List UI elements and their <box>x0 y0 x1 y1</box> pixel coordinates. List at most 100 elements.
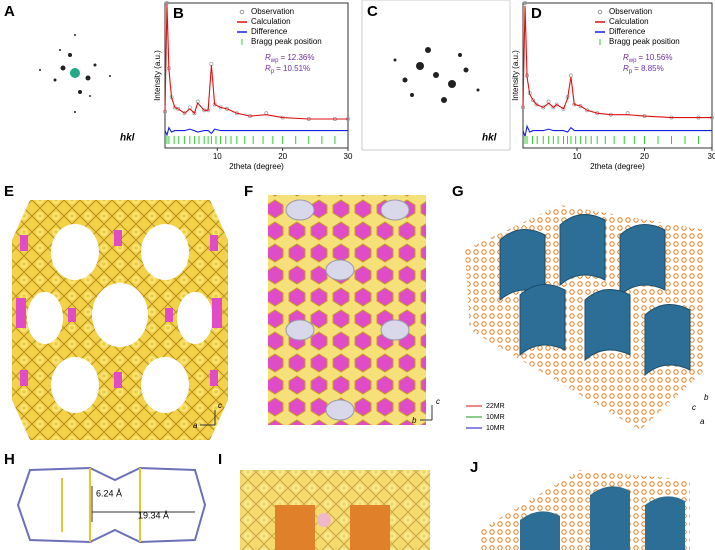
index-label: hkl <box>482 133 497 144</box>
stat-value: = 10.56% <box>638 53 672 62</box>
fit-statistic: Rwp = 10.56% <box>623 53 672 63</box>
observation-point <box>568 73 573 78</box>
legend-swatch <box>597 9 603 15</box>
y-axis-label: Intensity (a.u.) <box>511 50 520 101</box>
legend: 22MR 10MR 10MR <box>466 403 505 432</box>
stat-value: = 12.36% <box>280 53 314 62</box>
stat-value: = 8.85% <box>634 64 664 73</box>
panel-label: E <box>4 183 14 200</box>
panel-frame <box>361 0 511 151</box>
x-tick-label: 10 <box>573 152 582 161</box>
xrd-chart: D 10 20 30 2theta (degree) Intensity (a.u.) Ob… <box>511 1 715 171</box>
ring-bonds <box>61 468 141 542</box>
axis-label: c <box>692 403 696 412</box>
panel-label: A <box>4 3 15 20</box>
panel-h: H 6.24 Å 19.34 Å <box>4 451 207 544</box>
panel-e: E c a <box>4 183 228 440</box>
axis-label: c <box>436 397 440 406</box>
observation-point <box>541 105 546 110</box>
fragment <box>275 505 315 550</box>
diffraction-pattern <box>393 47 480 103</box>
panel-label: G <box>452 183 464 200</box>
fragment <box>350 505 390 550</box>
legend-label: Calculation <box>251 17 291 26</box>
panel-a: A hkl <box>4 3 135 144</box>
panel-j: J <box>470 459 690 550</box>
legend-label: 10MR <box>486 414 505 421</box>
x-tick-label: 20 <box>640 152 649 161</box>
panel-c: C hkl <box>361 0 511 151</box>
panel-i: I <box>218 451 430 550</box>
axis-label: b <box>412 416 417 425</box>
stat-symbol: R <box>265 64 271 73</box>
stat-symbol: R <box>623 53 629 62</box>
legend-label: 22MR <box>486 403 505 410</box>
dimension-label: 6.24 Å <box>96 488 122 498</box>
index-label: hkl <box>120 133 135 144</box>
ring <box>16 466 207 544</box>
calculation-line <box>522 5 712 119</box>
x-axis-label: 2theta (degree) <box>590 162 645 171</box>
stat-symbol: R <box>265 53 271 62</box>
legend-label: Observation <box>609 7 652 16</box>
plot-frame <box>164 2 349 149</box>
panel-label: C <box>367 3 378 20</box>
x-tick-label: 20 <box>278 152 287 161</box>
calculation-line <box>164 4 348 120</box>
x-tick-label: 30 <box>708 152 715 161</box>
fit-statistic: Rwp = 12.36% <box>265 53 314 63</box>
axis-label: a <box>193 421 198 430</box>
observation-point <box>531 98 536 103</box>
legend-label: Bragg peak position <box>251 37 322 46</box>
legend-label: 10MR <box>486 425 505 432</box>
observation-point <box>534 102 539 107</box>
stat-value: = 10.51% <box>276 64 310 73</box>
observation-point <box>182 111 187 116</box>
fit-statistic: Rp = 10.51% <box>265 64 310 74</box>
legend-label: Calculation <box>609 17 649 26</box>
observation-point <box>561 106 566 111</box>
observation-point <box>176 106 181 111</box>
y-axis-label: Intensity (a.u.) <box>153 50 162 101</box>
molecule <box>317 513 331 527</box>
observation-point <box>523 1 527 5</box>
plot-frame <box>522 2 713 149</box>
fit-statistic: Rp = 8.85% <box>623 64 664 74</box>
framework <box>268 195 426 425</box>
x-tick-label: 30 <box>344 152 353 161</box>
legend-label: Observation <box>251 7 294 16</box>
panel-label: H <box>4 451 15 468</box>
stat-subscript: wp <box>628 58 637 64</box>
x-axis-label: 2theta (degree) <box>229 162 284 171</box>
axis-label: b <box>704 393 709 402</box>
axis-label: a <box>700 417 705 426</box>
xrd-chart: B 10 20 30 2theta (degree) Intensity (a.u.) Ob… <box>153 1 353 171</box>
difference-line <box>164 126 348 137</box>
legend-label: Bragg peak position <box>609 37 680 46</box>
panel-label: F <box>244 183 253 200</box>
legend-label: Difference <box>251 27 288 36</box>
framework <box>240 470 430 550</box>
channels <box>520 486 685 550</box>
axes-icon <box>420 405 433 421</box>
observation-point <box>554 102 559 107</box>
panel-label: I <box>218 451 222 468</box>
cages <box>285 199 410 421</box>
dimension-label: 19.34 Å <box>138 510 169 520</box>
diffraction-pattern <box>39 34 111 113</box>
axis-label: c <box>218 401 222 410</box>
x-tick-label: 10 <box>213 152 222 161</box>
pores <box>27 224 213 413</box>
stat-subscript: wp <box>270 58 279 64</box>
legend-label: Difference <box>609 27 646 36</box>
channels <box>16 230 222 388</box>
panel-g: G 22MR 10MR 10MR b c a <box>452 183 709 432</box>
stat-subscript: p <box>271 69 275 75</box>
stat-subscript: p <box>629 69 633 75</box>
observation-point <box>209 61 214 66</box>
observation-point <box>551 105 556 110</box>
panel-f: F c b <box>244 183 440 425</box>
axes-icon <box>200 410 216 426</box>
channels <box>499 214 691 377</box>
